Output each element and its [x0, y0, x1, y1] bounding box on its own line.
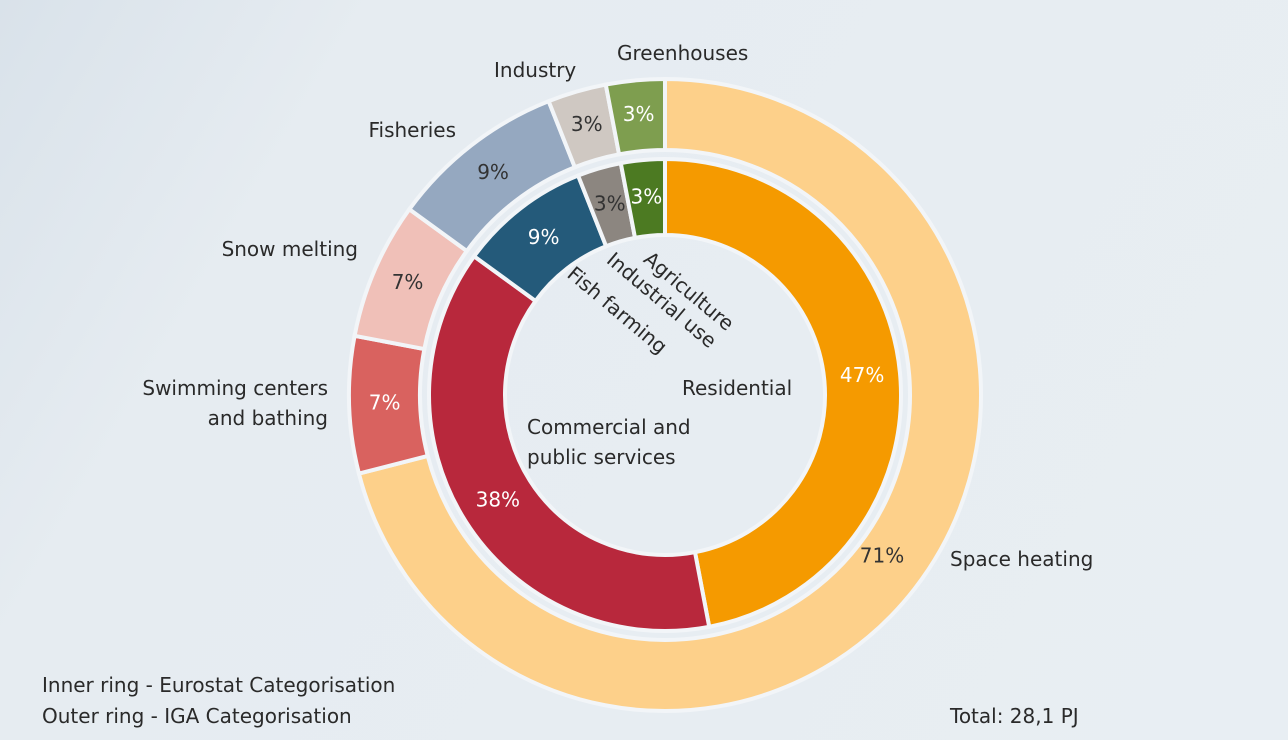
outer-category-label: Swimming centers and bathing — [142, 376, 328, 430]
outer-value-label: 7% — [369, 390, 401, 414]
inner-slice — [618, 156, 667, 241]
inner-value-label: 3% — [630, 184, 662, 208]
outer-category-label: Snow melting — [221, 237, 358, 261]
outer-slice — [356, 76, 983, 713]
inner-slice — [427, 253, 712, 633]
annotation: Total: 28,1 PJ — [950, 704, 1079, 728]
inner-value-label: 3% — [594, 191, 626, 215]
outer-value-label: 3% — [623, 102, 655, 126]
outer-category-label: Space heating — [950, 547, 1094, 571]
outer-category-label: Fisheries — [368, 118, 456, 142]
outer-value-label: 9% — [477, 160, 509, 184]
inner-value-label: 47% — [840, 363, 884, 387]
outer-category-label: Industry — [494, 58, 577, 82]
outer-value-label: 3% — [571, 112, 603, 136]
inner-category-label: Residential — [682, 376, 793, 400]
inner-value-label: 9% — [528, 225, 560, 249]
outer-category-label: Greenhouses — [617, 41, 749, 65]
outer-slice — [603, 76, 667, 157]
inner-slice — [663, 156, 903, 630]
inner-category-label: Commercial and public services — [527, 415, 691, 469]
inner-value-label: 38% — [476, 488, 520, 512]
outer-value-label: 71% — [860, 544, 904, 568]
outer-value-label: 7% — [392, 270, 424, 294]
annotation: Inner ring - Eurostat Categorisation — [42, 673, 396, 697]
annotation: Outer ring - IGA Categorisation — [42, 704, 352, 728]
